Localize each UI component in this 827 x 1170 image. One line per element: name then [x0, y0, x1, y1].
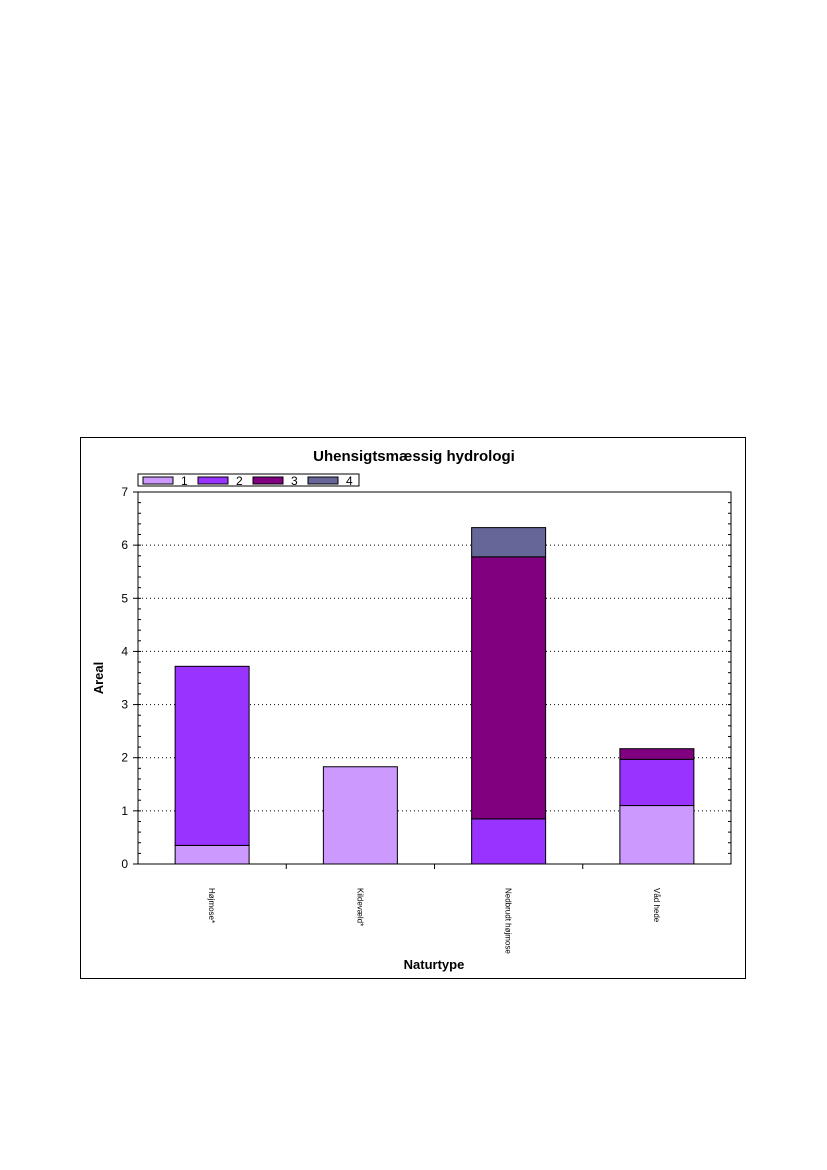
bars	[174, 527, 695, 865]
bar-3-series-2	[619, 758, 695, 807]
bar-2-series-3	[471, 556, 547, 820]
y-tick-label: 0	[121, 857, 128, 871]
y-tick-label: 3	[121, 698, 128, 712]
x-category-label: Våd hede	[652, 888, 661, 923]
legend-label-1: 1	[181, 474, 188, 488]
x-category-label: Højmose*	[207, 888, 216, 923]
bar-0-series-2	[174, 665, 250, 846]
y-tick-label: 5	[121, 591, 128, 605]
bar-3-series-3	[619, 748, 695, 760]
y-tick-label: 1	[121, 804, 128, 818]
y-axis-title: Areal	[91, 662, 106, 695]
bar-1-series-1	[322, 766, 398, 865]
legend-swatch-2	[197, 476, 229, 485]
legend-swatch-1	[142, 476, 174, 485]
legend-swatch-4	[307, 476, 339, 485]
legend-swatch-3	[252, 476, 284, 485]
axes	[133, 491, 732, 869]
legend-label-2: 2	[236, 474, 243, 488]
bar-3-series-1	[619, 805, 695, 865]
y-tick-label: 6	[121, 538, 128, 552]
y-tick-label: 2	[121, 751, 128, 765]
legend-box	[137, 473, 360, 487]
bar-0-series-1	[174, 844, 250, 865]
y-tick-label: 7	[121, 485, 128, 499]
bar-2-series-2	[471, 818, 547, 865]
legend-label-4: 4	[346, 474, 353, 488]
x-category-label: Nedbrudt højmose	[504, 888, 513, 954]
legend: 1 2 3 4	[137, 473, 360, 488]
x-category-labels: Højmose* Kildevæld* Nedbrudt højmose Våd he…	[207, 888, 661, 954]
x-axis-title: Naturtype	[404, 957, 465, 972]
chart-title: Uhensigtsmæssig hydrologi	[313, 448, 515, 465]
grid	[138, 544, 731, 812]
y-tick-label: 4	[121, 644, 128, 658]
x-category-label: Kildevæld*	[355, 888, 364, 926]
legend-label-3: 3	[291, 474, 298, 488]
y-tick-labels: 0 1 2 3 4 5 6 7	[121, 485, 128, 871]
bar-2-series-4	[471, 527, 547, 558]
